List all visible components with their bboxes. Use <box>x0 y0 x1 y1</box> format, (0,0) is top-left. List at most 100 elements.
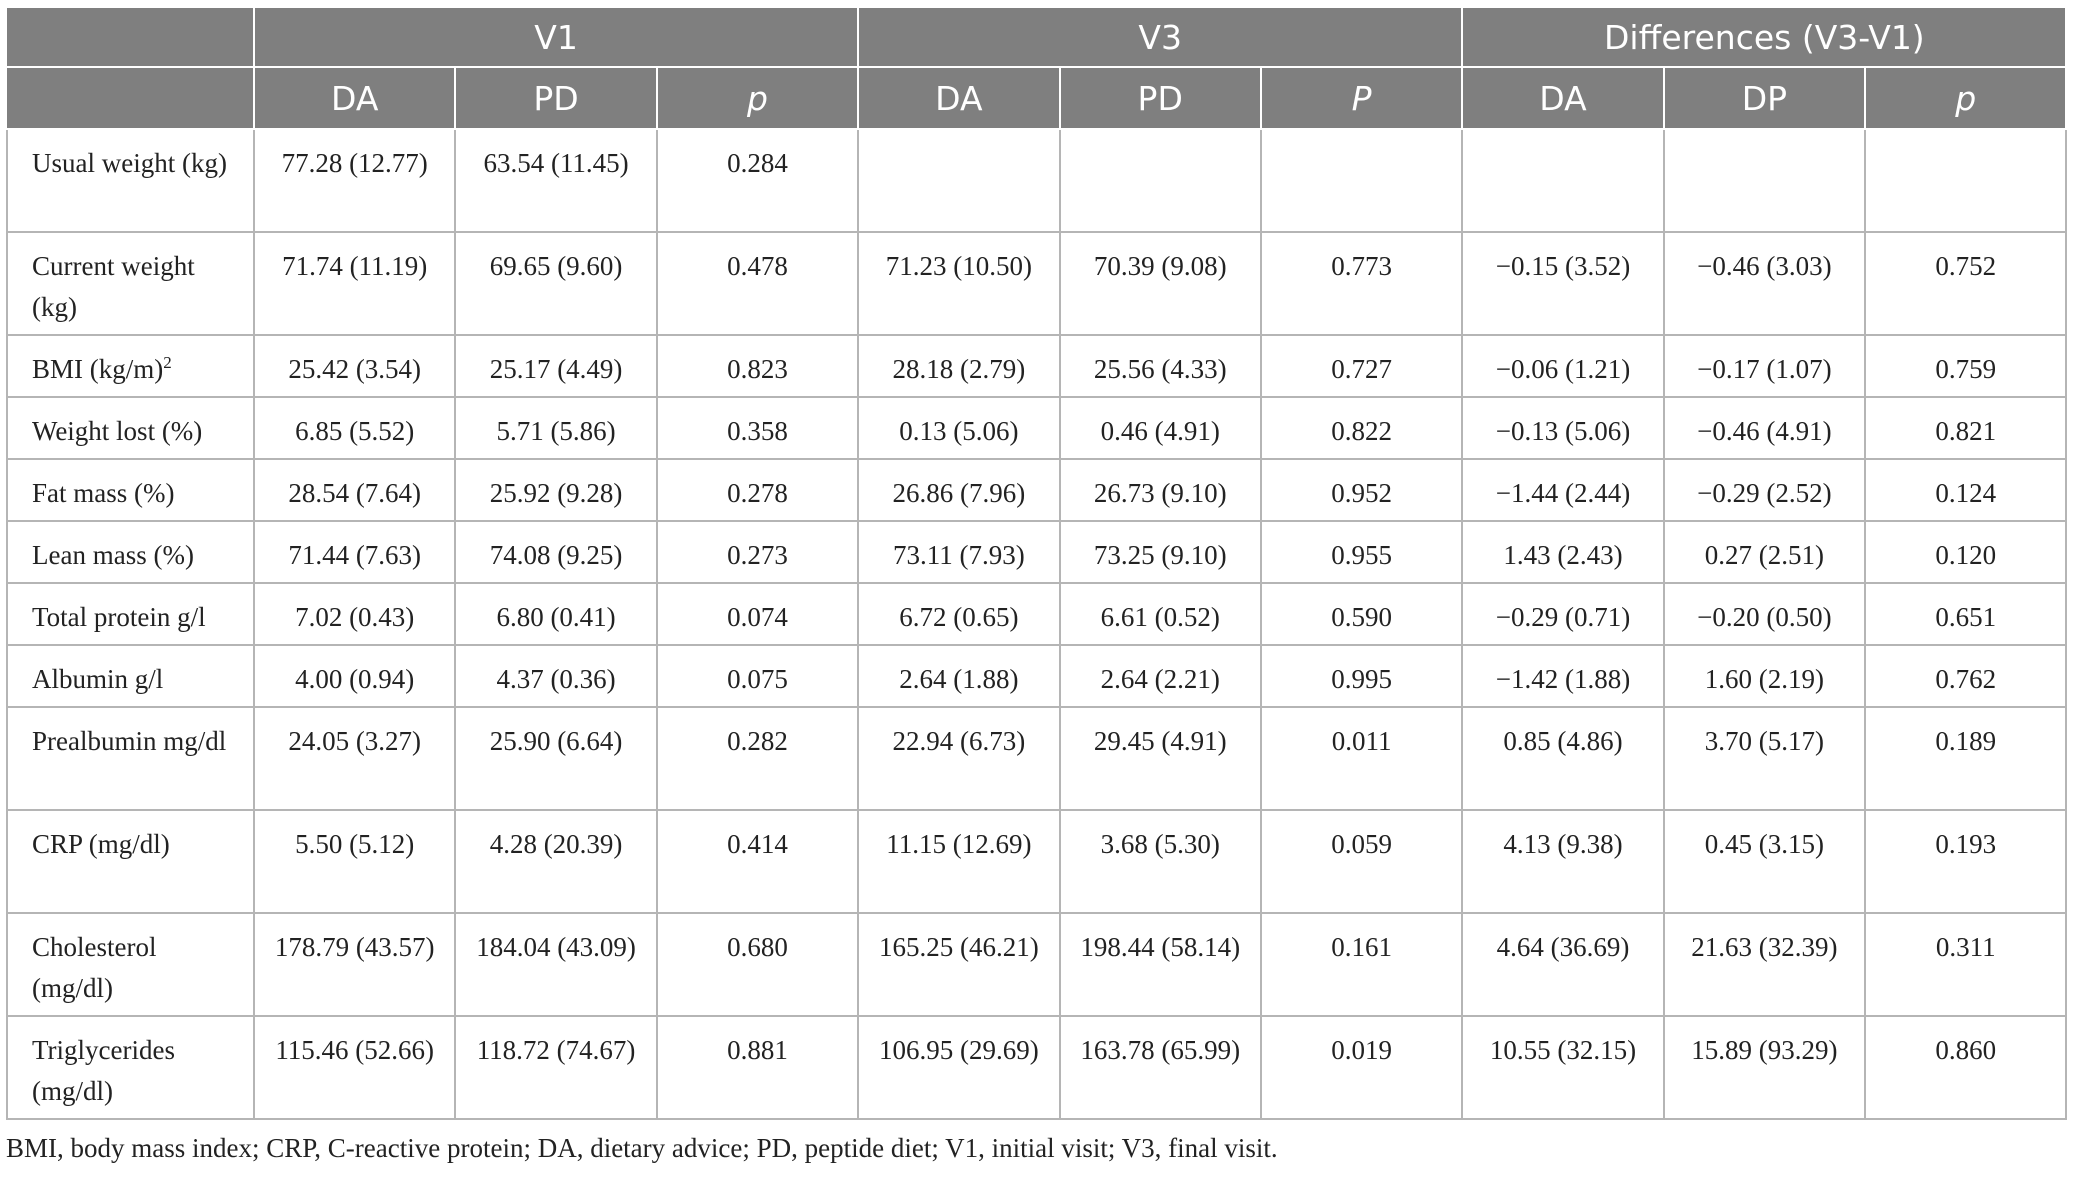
cell-diff-dp <box>1662 128 1867 233</box>
cell-v1-da: 4.00 (0.94) <box>252 644 457 708</box>
cell-v1-da: 77.28 (12.77) <box>252 128 457 233</box>
table-row: Lean mass (%) 71.44 (7.63) 74.08 (9.25) … <box>6 520 2068 584</box>
cell-v1-p: 0.074 <box>655 582 860 646</box>
cell-v3-pd: 25.56 (4.33) <box>1058 334 1262 398</box>
cell-diff-p: 0.193 <box>1864 809 2068 914</box>
header-group-v3: V3 <box>857 6 1464 68</box>
cell-v1-da: 24.05 (3.27) <box>252 706 457 811</box>
cell-v3-pd: 70.39 (9.08) <box>1058 231 1262 336</box>
cell-v1-pd: 5.71 (5.86) <box>454 396 658 460</box>
cell-v1-da: 115.46 (52.66) <box>252 1015 457 1120</box>
cell-v3-da: 28.18 (2.79) <box>857 334 1061 398</box>
cell-diff-dp: −0.20 (0.50) <box>1662 582 1867 646</box>
cell-v1-pd: 25.90 (6.64) <box>454 706 658 811</box>
table-row: Weight lost (%) 6.85 (5.52) 5.71 (5.86) … <box>6 396 2068 460</box>
header-row-groups: V1 V3 Differences (V3-V1) <box>7 6 2068 68</box>
cell-v3-p <box>1259 128 1464 233</box>
subheader-v1-da: DA <box>252 66 457 130</box>
cell-diff-p: 0.752 <box>1864 231 2068 336</box>
cell-diff-p: 0.762 <box>1864 644 2068 708</box>
table-row: Cholesterol (mg/dl) 178.79 (43.57) 184.0… <box>6 912 2068 1017</box>
cell-v3-p: 0.952 <box>1259 458 1464 522</box>
table-row: Current weight (kg) 71.74 (11.19) 69.65 … <box>6 231 2068 336</box>
cell-diff-dp: −0.29 (2.52) <box>1662 458 1867 522</box>
cell-diff-dp: 15.89 (93.29) <box>1662 1015 1867 1120</box>
cell-diff-da: −1.44 (2.44) <box>1461 458 1665 522</box>
cell-diff-da: −0.15 (3.52) <box>1461 231 1665 336</box>
cell-diff-da: 10.55 (32.15) <box>1461 1015 1665 1120</box>
cell-v1-p: 0.414 <box>655 809 860 914</box>
cell-diff-p: 0.860 <box>1864 1015 2068 1120</box>
cell-v3-pd: 0.46 (4.91) <box>1058 396 1262 460</box>
cell-v1-da: 6.85 (5.52) <box>252 396 457 460</box>
cell-v3-da: 2.64 (1.88) <box>857 644 1061 708</box>
cell-v3-da: 73.11 (7.93) <box>857 520 1061 584</box>
cell-v1-p: 0.278 <box>655 458 860 522</box>
cell-v3-pd <box>1058 128 1262 233</box>
table-row: Total protein g/l 7.02 (0.43) 6.80 (0.41… <box>6 582 2068 646</box>
cell-v3-da: 26.86 (7.96) <box>857 458 1061 522</box>
cell-diff-da: 4.13 (9.38) <box>1461 809 1665 914</box>
cell-v1-pd: 184.04 (43.09) <box>454 912 658 1017</box>
cell-v3-da: 11.15 (12.69) <box>857 809 1061 914</box>
cell-v3-p: 0.773 <box>1259 231 1464 336</box>
cell-v1-p: 0.881 <box>655 1015 860 1120</box>
cell-diff-p: 0.821 <box>1864 396 2068 460</box>
cell-v1-da: 178.79 (43.57) <box>252 912 457 1017</box>
cell-diff-dp: 0.27 (2.51) <box>1662 520 1867 584</box>
cell-v3-pd: 198.44 (58.14) <box>1058 912 1262 1017</box>
cell-v1-pd: 4.28 (20.39) <box>454 809 658 914</box>
row-label: Current weight (kg) <box>6 231 255 336</box>
table-row: Usual weight (kg) 77.28 (12.77) 63.54 (1… <box>6 128 2068 233</box>
cell-v3-pd: 163.78 (65.99) <box>1058 1015 1262 1120</box>
row-label: Prealbumin mg/dl <box>6 706 255 811</box>
cell-v3-pd: 3.68 (5.30) <box>1058 809 1262 914</box>
cell-diff-da: −0.06 (1.21) <box>1461 334 1665 398</box>
cell-v1-pd: 6.80 (0.41) <box>454 582 658 646</box>
cell-diff-da: −0.29 (0.71) <box>1461 582 1665 646</box>
cell-v3-p: 0.995 <box>1259 644 1464 708</box>
cell-v3-p: 0.161 <box>1259 912 1464 1017</box>
cell-diff-p <box>1864 128 2068 233</box>
cell-v1-p: 0.823 <box>655 334 860 398</box>
cell-v3-da <box>857 128 1061 233</box>
cell-v3-da: 0.13 (5.06) <box>857 396 1061 460</box>
cell-v1-p: 0.273 <box>655 520 860 584</box>
cell-diff-p: 0.189 <box>1864 706 2068 811</box>
cell-v1-pd: 63.54 (11.45) <box>454 128 658 233</box>
header-corner-sub <box>7 66 255 130</box>
cell-diff-p: 0.759 <box>1864 334 2068 398</box>
cell-v1-da: 28.54 (7.64) <box>252 458 457 522</box>
cell-diff-p: 0.651 <box>1864 582 2068 646</box>
cell-diff-dp: −0.17 (1.07) <box>1662 334 1867 398</box>
row-label: CRP (mg/dl) <box>6 809 255 914</box>
cell-v1-da: 7.02 (0.43) <box>252 582 457 646</box>
row-label: Lean mass (%) <box>6 520 255 584</box>
cell-diff-dp: 1.60 (2.19) <box>1662 644 1867 708</box>
cell-diff-dp: −0.46 (4.91) <box>1662 396 1867 460</box>
header-row-sub: DA PD p DA PD P DA DP p <box>7 66 2068 130</box>
table-footnote: BMI, body mass index; CRP, C-reactive pr… <box>6 1133 1278 1163</box>
cell-v1-pd: 74.08 (9.25) <box>454 520 658 584</box>
cell-diff-p: 0.120 <box>1864 520 2068 584</box>
cell-diff-dp: 0.45 (3.15) <box>1662 809 1867 914</box>
header-group-differences: Differences (V3-V1) <box>1461 6 2068 68</box>
cell-v1-pd: 4.37 (0.36) <box>454 644 658 708</box>
cell-v3-p: 0.590 <box>1259 582 1464 646</box>
cell-diff-da: 4.64 (36.69) <box>1461 912 1665 1017</box>
table-row: BMI (kg/m)2 25.42 (3.54) 25.17 (4.49) 0.… <box>6 334 2068 398</box>
cell-diff-dp: 21.63 (32.39) <box>1662 912 1867 1017</box>
cell-v3-da: 6.72 (0.65) <box>857 582 1061 646</box>
subheader-diff-p: p <box>1864 66 2068 130</box>
table-row: Albumin g/l 4.00 (0.94) 4.37 (0.36) 0.07… <box>6 644 2068 708</box>
cell-diff-da: 1.43 (2.43) <box>1461 520 1665 584</box>
row-label: Fat mass (%) <box>6 458 255 522</box>
cell-diff-dp: 3.70 (5.17) <box>1662 706 1867 811</box>
cell-v3-p: 0.727 <box>1259 334 1464 398</box>
cell-v1-da: 5.50 (5.12) <box>252 809 457 914</box>
table-row: CRP (mg/dl) 5.50 (5.12) 4.28 (20.39) 0.4… <box>6 809 2068 914</box>
cell-v3-pd: 29.45 (4.91) <box>1058 706 1262 811</box>
row-label: Albumin g/l <box>6 644 255 708</box>
header-corner <box>7 6 255 68</box>
cell-v1-pd: 118.72 (74.67) <box>454 1015 658 1120</box>
